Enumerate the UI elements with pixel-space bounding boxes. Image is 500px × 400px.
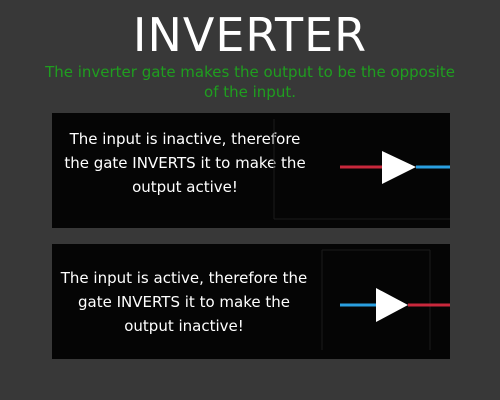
inverter-diagram-active-input	[321, 249, 450, 350]
panel-description: The input is active, therefore the gate …	[60, 269, 308, 335]
page-subtitle: The inverter gate makes the output to be…	[45, 63, 455, 101]
inactive-input-panel: The input is inactive, therefore the gat…	[52, 113, 450, 228]
inverter-gate-icon	[382, 151, 416, 184]
inverter-diagram-inactive-input	[273, 119, 450, 220]
inverter-gate-icon	[376, 288, 408, 322]
panel-description: The input is inactive, therefore the gat…	[64, 130, 306, 196]
page-title: INVERTER	[132, 8, 368, 62]
active-input-panel: The input is active, therefore the gate …	[52, 244, 450, 359]
